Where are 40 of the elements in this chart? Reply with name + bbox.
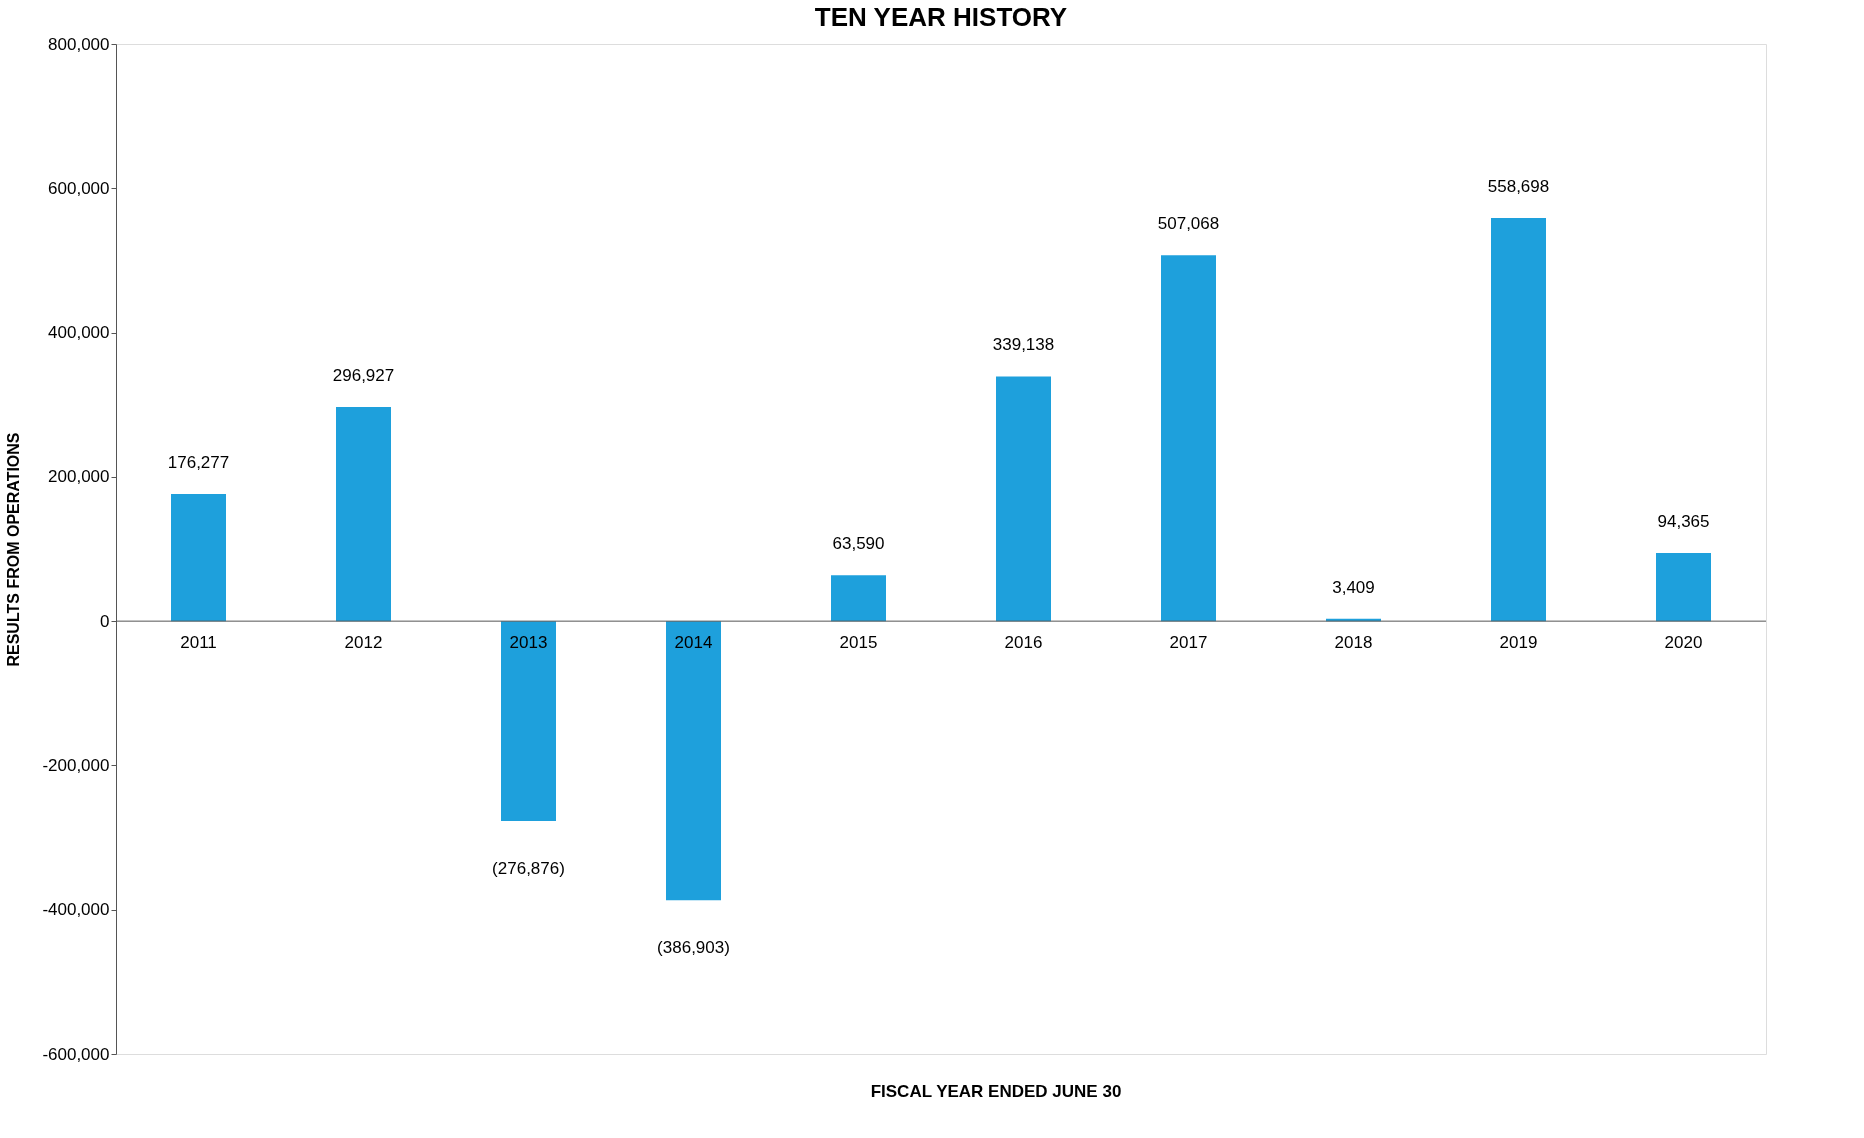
data-label: 558,698	[1487, 177, 1550, 197]
data-label: 176,277	[167, 452, 230, 472]
y-tick-label: 0	[100, 611, 110, 631]
x-tick-label: 2012	[344, 633, 383, 653]
bar	[831, 575, 886, 622]
x-tick-label: 2019	[1499, 633, 1538, 653]
y-tick-label: 800,000	[48, 34, 110, 54]
x-tick-label: 2015	[839, 633, 878, 653]
data-label: 94,365	[1657, 512, 1710, 532]
x-tick-label: 2014	[674, 633, 713, 653]
x-tick-label: 2011	[180, 633, 217, 653]
y-tick-label: 400,000	[48, 323, 110, 343]
bar	[1161, 255, 1216, 622]
x-tick-label: 2016	[1004, 633, 1043, 653]
data-label: 63,590	[832, 534, 885, 554]
bar	[996, 376, 1051, 622]
bar	[1491, 218, 1546, 622]
data-label: (276,876)	[492, 858, 565, 878]
data-label: 339,138	[992, 335, 1055, 355]
y-tick-label: -400,000	[42, 900, 110, 920]
bar	[336, 406, 391, 622]
bar	[501, 621, 556, 821]
y-tick-label: 600,000	[48, 178, 110, 198]
y-tick-label: -200,000	[42, 755, 110, 775]
chart-title: TEN YEAR HISTORY	[814, 2, 1068, 32]
y-tick-label: -600,000	[42, 1044, 110, 1064]
bar	[1656, 553, 1711, 622]
data-label: (386,903)	[657, 938, 730, 958]
y-axis-title: RESULTS FROM OPERATIONS	[5, 432, 23, 667]
x-tick-label: 2018	[1334, 633, 1373, 653]
bar	[666, 621, 721, 901]
x-tick-label: 2017	[1169, 633, 1208, 653]
data-label: 296,927	[332, 365, 395, 385]
x-axis-title: FISCAL YEAR ENDED JUNE 30	[870, 1082, 1122, 1101]
x-tick-label: 2013	[509, 633, 548, 653]
data-label: 3,409	[1332, 577, 1375, 597]
y-tick-label: 200,000	[48, 467, 110, 487]
data-label: 507,068	[1157, 214, 1220, 234]
bar	[171, 493, 226, 622]
x-tick-label: 2020	[1664, 633, 1703, 653]
